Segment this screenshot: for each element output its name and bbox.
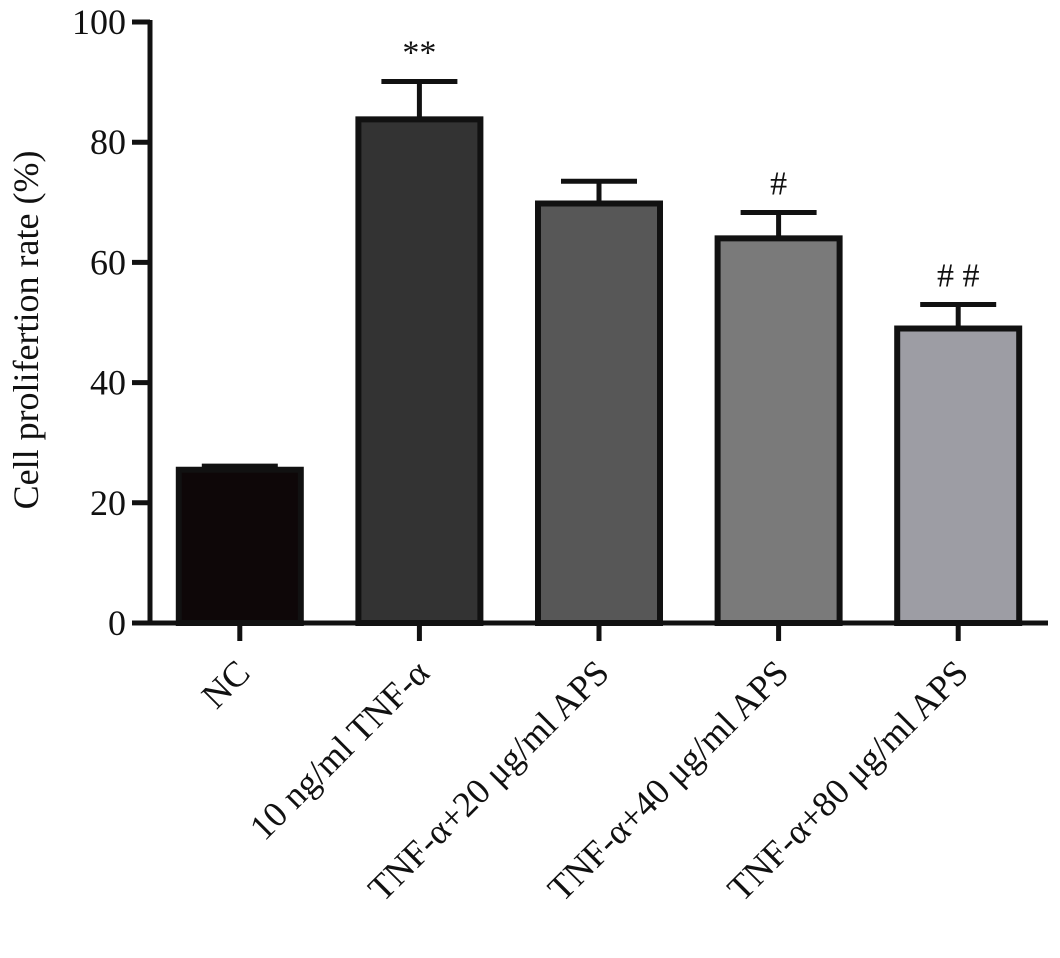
y-tick-label: 20 bbox=[90, 483, 126, 523]
bar bbox=[175, 466, 304, 626]
y-tick-label: 80 bbox=[90, 122, 126, 162]
y-tick-label: 0 bbox=[108, 603, 126, 643]
x-tick-label: NC bbox=[194, 652, 258, 716]
y-tick-label: 60 bbox=[90, 242, 126, 282]
y-tick-label: 100 bbox=[72, 2, 126, 42]
x-tick-label: 10 ng/ml TNF-α bbox=[242, 652, 437, 847]
bar bbox=[535, 200, 663, 626]
significance-label: ** bbox=[402, 34, 436, 71]
bar bbox=[894, 325, 1023, 626]
significance-label: # # bbox=[937, 257, 980, 294]
y-tick-label: 40 bbox=[90, 363, 126, 403]
bar bbox=[355, 116, 484, 626]
significance-label: # bbox=[770, 166, 787, 203]
y-axis-title: Cell prolifertion rate (%) bbox=[6, 151, 46, 510]
bar bbox=[714, 235, 843, 627]
